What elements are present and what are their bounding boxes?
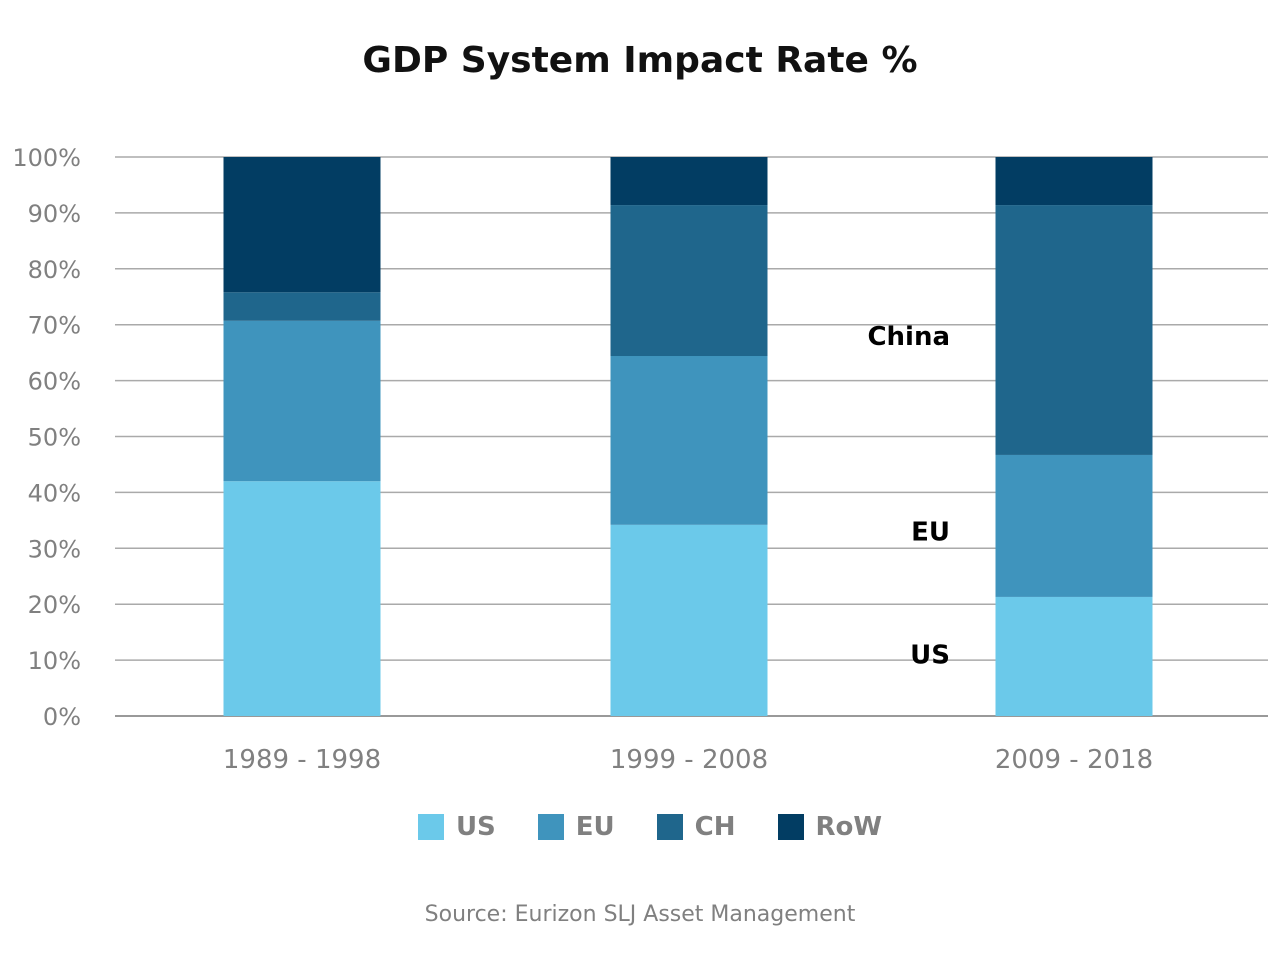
bar-segment-row — [223, 157, 381, 293]
y-tick-label: 100% — [12, 144, 81, 172]
y-tick-label: 30% — [28, 535, 81, 563]
legend-label: RoW — [815, 812, 883, 842]
legend-swatch — [417, 814, 444, 840]
bar-segment-us — [223, 481, 381, 716]
y-tick-label: 90% — [28, 200, 81, 228]
legend: US EU CH RoW — [0, 812, 1280, 842]
chart-title: GDP System Impact Rate % — [362, 40, 918, 81]
legend-label: EU — [575, 812, 615, 842]
source-note: Source: Eurizon SLJ Asset Management — [424, 902, 856, 927]
bar-segment-row — [610, 157, 768, 206]
y-tick-label: 10% — [28, 647, 81, 675]
bar-segment-row — [995, 157, 1153, 206]
legend-swatch — [656, 814, 683, 840]
bar-segment-us — [995, 596, 1153, 716]
annotation-label: EU — [911, 518, 950, 548]
legend-item-row: RoW — [777, 812, 883, 842]
annotation-label: US — [910, 641, 950, 671]
y-tick-label: 70% — [28, 312, 81, 340]
bar-segment-ch — [610, 205, 768, 357]
y-tick-label: 0% — [43, 703, 81, 731]
bar-segment-us — [610, 524, 768, 716]
x-tick-label: 1999 - 2008 — [610, 745, 768, 775]
legend-label: US — [455, 812, 496, 842]
y-tick-label: 40% — [28, 479, 81, 507]
x-tick-label: 1989 - 1998 — [223, 745, 381, 775]
y-tick-label: 60% — [28, 368, 81, 396]
legend-item-us: US — [417, 812, 496, 842]
y-tick-label: 50% — [28, 424, 81, 452]
legend-swatch — [537, 814, 564, 840]
y-tick-label: 80% — [28, 256, 81, 284]
bar-segment-ch — [995, 205, 1153, 455]
legend-item-ch: CH — [656, 812, 736, 842]
bar-segment-ch — [223, 292, 381, 321]
bar-segment-eu — [610, 356, 768, 525]
legend-label: CH — [694, 812, 736, 842]
annotation-label: China — [867, 322, 950, 352]
y-tick-label: 20% — [28, 591, 81, 619]
legend-swatch — [777, 814, 804, 840]
x-tick-label: 2009 - 2018 — [995, 745, 1153, 775]
legend-item-eu: EU — [537, 812, 615, 842]
bar-segment-eu — [995, 454, 1153, 597]
bar-segment-eu — [223, 320, 381, 482]
